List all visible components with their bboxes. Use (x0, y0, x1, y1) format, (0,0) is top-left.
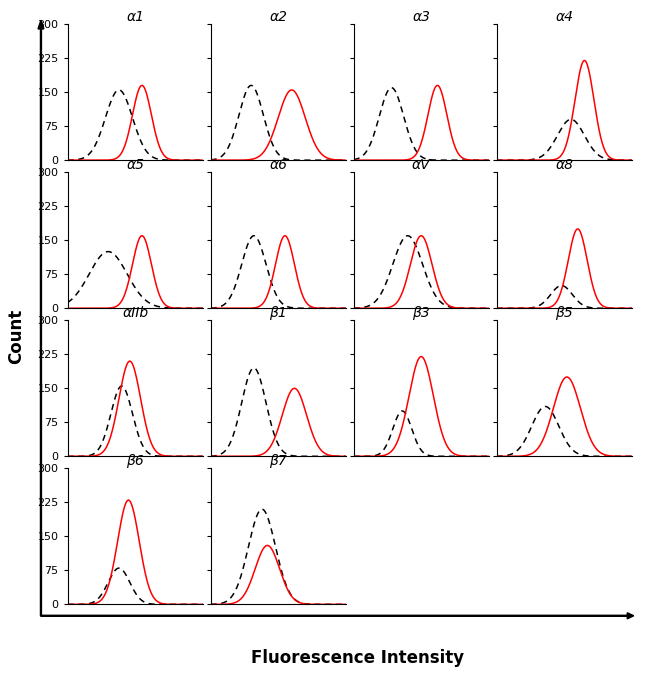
Title: α2: α2 (269, 10, 287, 24)
Title: α3: α3 (412, 10, 430, 24)
Text: Fluorescence Intensity: Fluorescence Intensity (251, 649, 464, 667)
Title: α1: α1 (126, 10, 144, 24)
Title: β6: β6 (126, 454, 144, 468)
Title: α4: α4 (555, 10, 573, 24)
Text: Count: Count (7, 309, 25, 364)
Title: αIIb: αIIb (122, 306, 148, 320)
Title: αV: αV (412, 158, 430, 172)
Title: α8: α8 (555, 158, 573, 172)
Title: β5: β5 (555, 306, 573, 320)
Title: β7: β7 (269, 454, 287, 468)
Title: α5: α5 (126, 158, 144, 172)
Title: α6: α6 (269, 158, 287, 172)
Title: β1: β1 (269, 306, 287, 320)
Title: β3: β3 (412, 306, 430, 320)
